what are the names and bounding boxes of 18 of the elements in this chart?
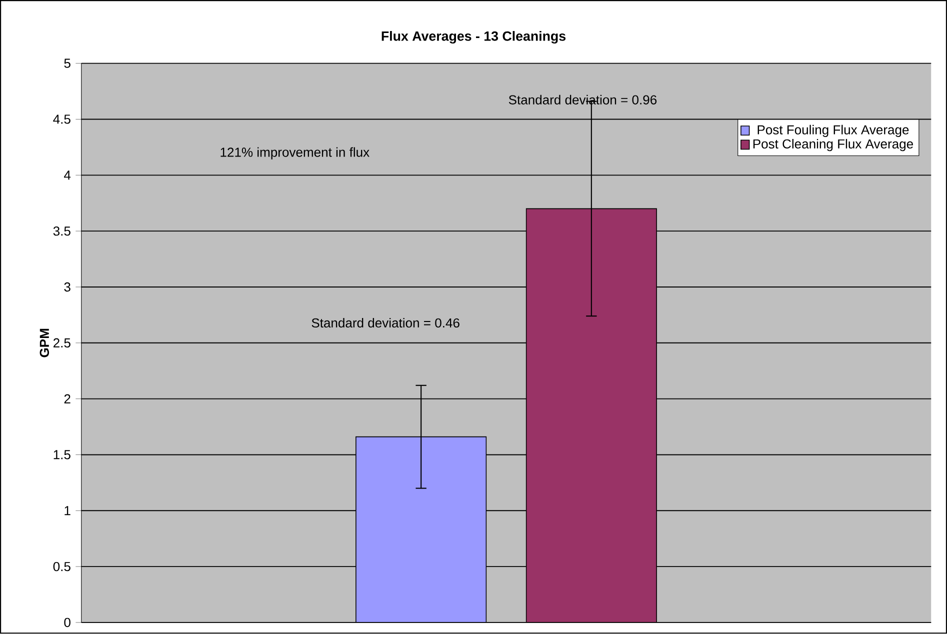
- y-axis-title: GPM: [40, 329, 50, 358]
- y-tick-label: 3.5: [53, 226, 70, 236]
- y-tick-label: 0.5: [53, 562, 70, 572]
- y-tick-label: 4: [64, 170, 71, 180]
- y-tick-label: 2.5: [53, 338, 70, 348]
- y-tick-label: 5: [64, 58, 70, 68]
- annotation: Standard deviation = 0.46: [312, 318, 460, 328]
- chart-title: Flux Averages - 13 Cleanings: [382, 31, 566, 44]
- annotation: Standard deviation = 0.96: [508, 95, 657, 105]
- y-tick-label: 1: [64, 506, 70, 516]
- y-tick-label: 1.5: [54, 450, 70, 460]
- y-tick-label: 2: [64, 394, 70, 404]
- y-tick-label: 4.5: [53, 114, 70, 124]
- y-tick-label: 3: [64, 282, 70, 292]
- legend-label: Post Fouling Flux Average: [758, 125, 909, 138]
- y-tick-label: 0: [64, 618, 70, 628]
- annotation: 121% improvement in flux: [220, 147, 370, 160]
- legend-label: Post Cleaning Flux Average: [753, 139, 913, 152]
